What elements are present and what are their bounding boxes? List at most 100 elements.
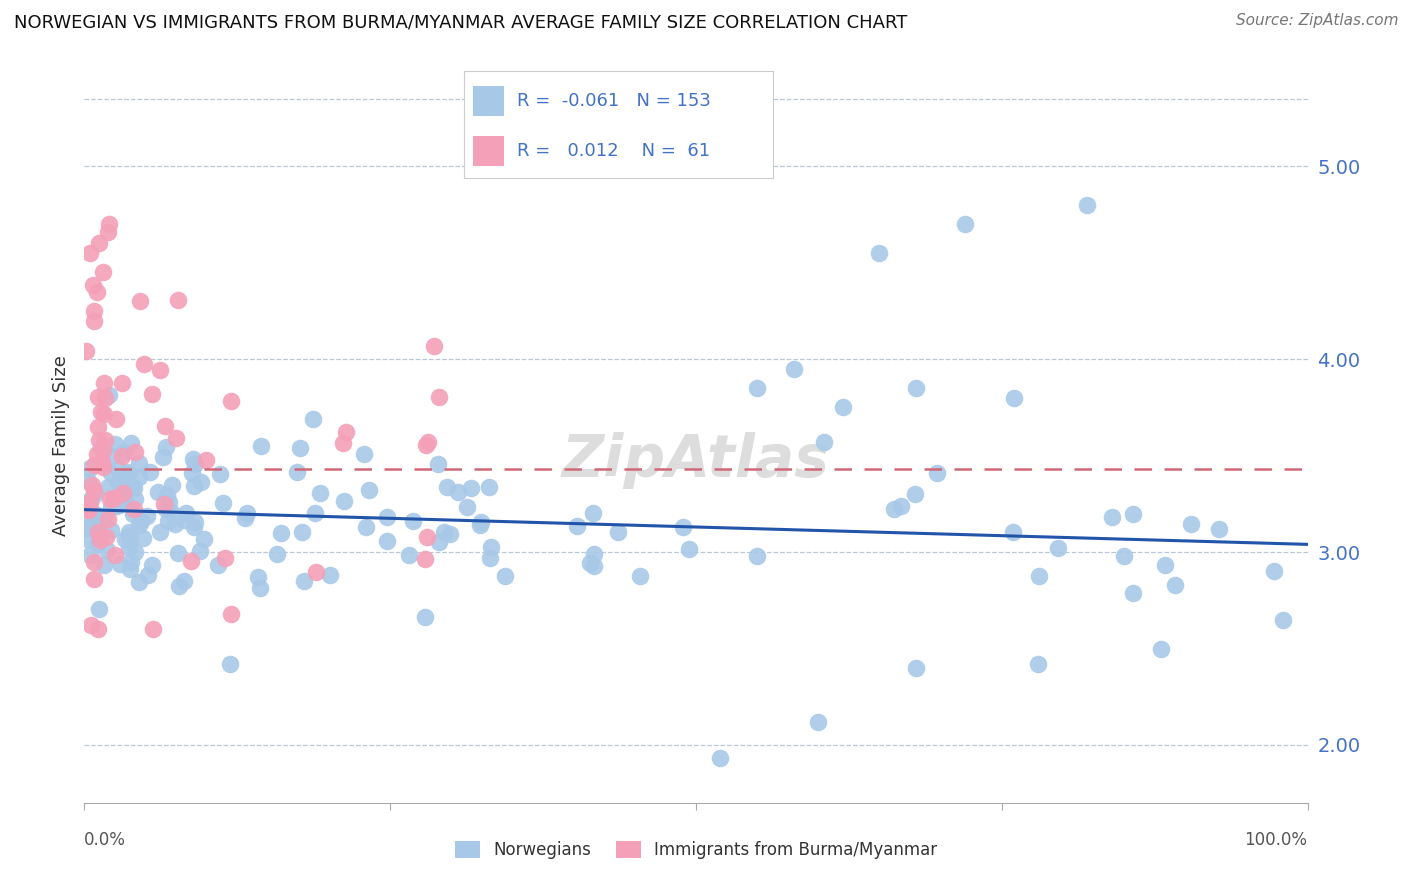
Point xyxy=(124,545,146,559)
Point xyxy=(83,508,105,522)
Point xyxy=(97,225,120,239)
Point xyxy=(478,480,501,494)
Point xyxy=(233,511,256,525)
Point xyxy=(415,552,437,566)
Point xyxy=(141,558,163,573)
Point xyxy=(436,480,458,494)
Point xyxy=(180,466,202,480)
Point xyxy=(607,525,630,540)
Point xyxy=(1150,641,1173,656)
Point xyxy=(813,435,835,450)
Point xyxy=(285,465,308,479)
Point xyxy=(111,486,134,500)
Point xyxy=(479,540,502,554)
Point xyxy=(354,520,377,534)
Point xyxy=(583,547,606,561)
Point xyxy=(129,293,152,308)
Point xyxy=(309,486,332,500)
Point xyxy=(84,487,107,501)
Point xyxy=(115,465,138,479)
Point xyxy=(439,526,461,541)
Point xyxy=(93,407,115,421)
Point xyxy=(333,494,356,508)
Bar xyxy=(474,87,505,116)
Point xyxy=(89,533,111,547)
Point xyxy=(165,431,187,445)
Point xyxy=(129,514,152,528)
Bar xyxy=(474,136,505,166)
Point xyxy=(904,487,927,501)
Point xyxy=(335,425,357,439)
Point xyxy=(166,546,188,560)
Point xyxy=(890,500,912,514)
Point xyxy=(100,466,122,480)
Point xyxy=(180,554,202,568)
Point xyxy=(93,558,115,573)
Point xyxy=(86,535,108,549)
Point xyxy=(132,357,155,371)
Point xyxy=(83,484,105,499)
Point xyxy=(112,472,135,486)
Point xyxy=(75,344,97,359)
Point xyxy=(155,440,177,454)
Point xyxy=(416,434,439,449)
Point xyxy=(270,525,292,540)
Text: Source: ZipAtlas.com: Source: ZipAtlas.com xyxy=(1236,13,1399,29)
Point xyxy=(247,570,270,584)
Point xyxy=(128,456,150,470)
Point xyxy=(332,436,354,450)
Point xyxy=(152,450,174,465)
Point xyxy=(96,543,118,558)
Point xyxy=(1001,525,1024,540)
Point xyxy=(100,524,122,538)
Point xyxy=(139,466,162,480)
Point xyxy=(304,506,326,520)
Point xyxy=(1122,586,1144,600)
Point xyxy=(98,491,121,506)
Point xyxy=(124,491,146,506)
Point xyxy=(83,304,105,318)
Point xyxy=(173,574,195,588)
Point xyxy=(156,514,179,528)
Point xyxy=(141,387,163,401)
Text: R =  -0.061   N = 153: R = -0.061 N = 153 xyxy=(516,93,710,111)
Point xyxy=(905,381,928,395)
Point xyxy=(86,622,108,636)
Point xyxy=(86,447,108,461)
Point xyxy=(128,518,150,533)
Point xyxy=(104,412,127,426)
Point xyxy=(120,556,142,570)
Point xyxy=(174,506,197,520)
Point xyxy=(427,390,450,404)
Point xyxy=(630,568,652,582)
Point xyxy=(79,494,101,508)
Point xyxy=(156,487,179,501)
Point xyxy=(112,480,135,494)
Point xyxy=(219,657,242,671)
Point xyxy=(925,467,948,481)
Point xyxy=(98,388,121,402)
Point xyxy=(184,457,207,471)
Point xyxy=(121,480,143,494)
Point xyxy=(433,525,456,540)
Point xyxy=(148,485,170,500)
Point xyxy=(460,481,482,495)
Point xyxy=(132,531,155,545)
Point xyxy=(153,497,176,511)
Point xyxy=(1002,391,1025,405)
Point xyxy=(149,524,172,539)
Point xyxy=(91,443,114,458)
Point xyxy=(87,391,110,405)
Point xyxy=(413,609,436,624)
Point xyxy=(678,542,700,557)
Point xyxy=(111,376,134,390)
Point xyxy=(87,602,110,616)
Point xyxy=(120,436,142,450)
Point xyxy=(83,556,105,570)
Point xyxy=(319,568,342,582)
Point xyxy=(1208,522,1230,536)
Point xyxy=(94,530,117,544)
Point xyxy=(211,495,233,509)
Point xyxy=(1101,509,1123,524)
Point xyxy=(416,530,439,544)
